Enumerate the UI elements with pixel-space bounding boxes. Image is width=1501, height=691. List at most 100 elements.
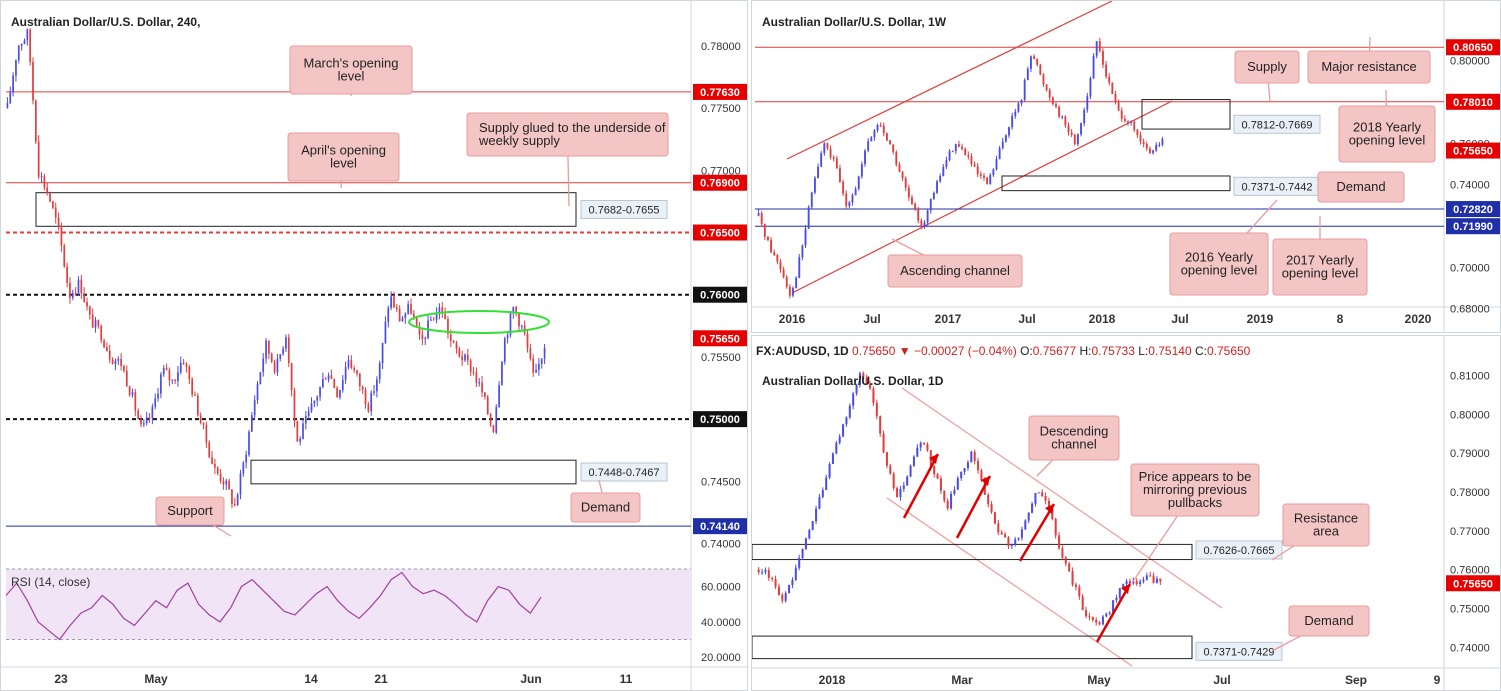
h4-level-badge-text: 0.77630 [700, 87, 740, 99]
daily-candle-body [774, 578, 777, 587]
daily-candle-body [990, 504, 993, 513]
weekly-2018-callout-text: 2018 Yearly [1353, 120, 1421, 135]
daily-candle-body [902, 485, 905, 489]
h4-march-callout-text: March's opening [304, 56, 399, 71]
daily-candle-body [973, 451, 976, 462]
weekly-candle-body [989, 175, 992, 184]
h4-level-badge-text: 0.76000 [700, 290, 740, 302]
h4-candle-body [293, 390, 296, 422]
weekly-chart-panel[interactable]: 0.7812-0.76690.7371-0.74420.800000.78000… [751, 0, 1501, 333]
weekly-candle-body [763, 224, 766, 237]
h4-chart-svg[interactable]: 0.7682-0.7655 0.7448-0.7467 0.78000 0.77500… [1, 1, 748, 691]
daily-chart-svg[interactable]: 0.7626-0.7665 0.7371-0.7429 0.81000 0.80000… [752, 336, 1501, 691]
h4-candle-body [415, 317, 418, 327]
h4-candle-body [125, 370, 128, 387]
h4-candle-body [88, 306, 91, 315]
daily-candle-body [818, 496, 821, 509]
weekly-price-axis-tick-label: 0.70000 [1450, 262, 1490, 274]
weekly-time-axis-label: 2018 [1089, 312, 1116, 326]
ohlc-open: 0.75677 [1032, 344, 1077, 358]
daily-candle-body [933, 466, 936, 475]
daily-candle-body [825, 477, 828, 490]
daily-candle-body [966, 462, 969, 469]
daily-candle-body [1024, 520, 1027, 530]
h4-candle-body [404, 313, 407, 318]
h4-candle-body [540, 358, 543, 364]
daily-ohlc-header: FX:AUDUSD, 1D 0.75650 ▼ −0.00027 (−0.04%… [756, 344, 1250, 358]
daily-candle-body [1007, 537, 1010, 546]
h4-candle-body [455, 342, 458, 349]
daily-candle-body [828, 463, 831, 478]
h4-candle-body [108, 350, 111, 360]
ohlc-change: −0.00027 (−0.04%) [913, 344, 1017, 358]
weekly-2017-callout-box [1272, 238, 1368, 296]
h4-candle-body [57, 217, 60, 226]
h4-time-axis-label: 11 [620, 672, 633, 686]
h4-candle-body [518, 313, 520, 327]
h4-candle-body [412, 313, 415, 318]
weekly-candle-body [1123, 118, 1126, 122]
daily-candle-body [963, 468, 966, 472]
daily-candle-body [1074, 584, 1077, 587]
daily-candle-body [811, 521, 814, 531]
daily-candle-body [757, 569, 760, 573]
h4-candle-body [15, 60, 17, 76]
weekly-chart-svg[interactable]: 0.7812-0.76690.7371-0.74420.800000.78000… [752, 1, 1501, 333]
daily-candle-body [956, 478, 959, 490]
h4-level-badge-bg [693, 330, 747, 347]
h4-chart-panel[interactable]: 0.7682-0.7655 0.7448-0.7467 0.78000 0.77500… [0, 0, 748, 691]
daily-candle-body [889, 465, 892, 474]
daily-chart-panel[interactable]: 0.7626-0.7665 0.7371-0.7429 0.81000 0.80000… [751, 335, 1501, 691]
weekly-level-badge-bg [1446, 93, 1500, 110]
weekly-candle-body [1026, 68, 1029, 80]
weekly-candle-body [873, 130, 876, 138]
weekly-candle-body [1048, 89, 1051, 98]
daily-time-axis-label: 9 [1434, 673, 1441, 687]
h4-candle-body [202, 422, 205, 425]
h4-candle-body [191, 379, 194, 395]
h4-candle-body [458, 348, 461, 357]
weekly-candle-body [1083, 109, 1086, 124]
weekly-time-axis-label: 2017 [935, 312, 962, 326]
h4-level-badge-bg [693, 518, 747, 535]
daily-candle-body [926, 444, 929, 451]
daily-candle-body [977, 461, 980, 471]
weekly-candle-body [864, 150, 866, 165]
weekly-candle-body [1127, 121, 1129, 123]
h4-candle-body [469, 360, 472, 372]
weekly-2016-callout-text: 2016 Yearly [1185, 250, 1253, 265]
h4-candle-body [447, 319, 449, 335]
daily-candle-body [1004, 534, 1007, 538]
weekly-candle-body [939, 176, 942, 182]
daily-candle-body [1071, 571, 1074, 585]
h4-candle-body [432, 319, 435, 321]
h4-candle-body [43, 176, 46, 188]
h4-candle-body [322, 378, 324, 388]
h4-candle-body [245, 454, 248, 463]
weekly-candle-body [770, 240, 773, 253]
daily-candle-body [936, 474, 939, 479]
weekly-candle-body [1142, 141, 1145, 144]
weekly-candle-body [1076, 134, 1079, 145]
daily-level-badge-text: 0.75650 [1453, 578, 1493, 590]
daily-candle-body [875, 402, 878, 417]
h4-candle-body [535, 369, 537, 373]
daily-candle-body [855, 384, 858, 394]
weekly-candle-body [1152, 150, 1154, 153]
weekly-level-badge-text: 0.71990 [1453, 221, 1493, 233]
daily-candle-body [1149, 575, 1152, 577]
h4-candle-body [86, 301, 88, 307]
weekly-candle-body [835, 158, 838, 169]
daily-candle-body [1091, 616, 1094, 620]
weekly-candle-body [1001, 141, 1004, 149]
h4-candle-body [103, 340, 105, 348]
weekly-candle-body [920, 220, 923, 227]
weekly-candle-body [870, 137, 873, 142]
weekly-candle-body [829, 148, 832, 158]
daily-candle-body [1125, 581, 1128, 585]
weekly-candle-body [907, 187, 910, 198]
h4-candle-body [324, 378, 327, 380]
weekly-candle-body [876, 125, 879, 131]
h4-candle-body [222, 480, 225, 485]
h4-candle-body [248, 431, 250, 455]
